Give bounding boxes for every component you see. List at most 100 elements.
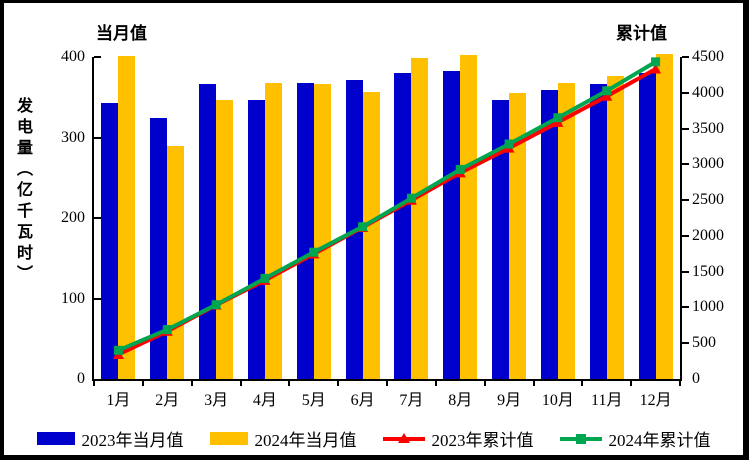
x-axis-tick-mark [190, 381, 193, 386]
x-axis-tick-mark [483, 381, 486, 386]
square-marker-2024年累计值-12月 [651, 57, 661, 67]
bar-2024年当月值-10月 [557, 82, 575, 379]
square-marker-2024年累计值-11月 [602, 86, 612, 96]
x-axis-tick-mark [386, 381, 388, 386]
bar-2023年当月值-8月 [443, 70, 461, 379]
right-axis-tick-mark [682, 199, 689, 202]
square-marker-2024年累计值-9月 [504, 139, 514, 149]
bar-2023年当月值-5月 [296, 82, 314, 379]
lines-layer [112, 57, 662, 359]
square-marker-2024年累计值-5月 [309, 247, 319, 257]
legend-label: 2023年累计值 [431, 430, 534, 450]
right-axis-tick-mark [682, 234, 689, 237]
right-axis-tick-label: 4500 [692, 48, 724, 65]
legend-triangle-marker-icon [397, 432, 410, 443]
square-marker-2024年累计值-1月 [113, 345, 123, 355]
right-axis-tick-mark [682, 306, 689, 309]
bar-2024年当月值-5月 [313, 84, 331, 379]
x-axis-tick-mark [581, 381, 584, 386]
legend-item: 2024年累计值 [559, 426, 711, 451]
bar-2024年当月值-9月 [509, 93, 527, 379]
bar-2023年当月值-7月 [394, 73, 412, 379]
triangle-marker-2023年累计值-12月 [650, 63, 662, 74]
right-axis-tick-mark [682, 56, 689, 58]
right-axis-tick-label: 4000 [692, 83, 724, 101]
bar-2024年当月值-4月 [264, 82, 282, 379]
bar-2024年当月值-7月 [411, 57, 429, 379]
line-2024年累计值 [117, 60, 657, 353]
bar-2024年当月值-8月 [460, 55, 478, 379]
y-axis-title: 发电量（亿千瓦时） [14, 97, 31, 286]
right-axis-tick-label: 2500 [692, 191, 724, 209]
legend-item: 2024年当月值 [209, 426, 357, 451]
x-axis-tick-mark [288, 381, 291, 386]
legend-item: 2023年累计值 [382, 426, 534, 451]
left-axis-tick-label: 0 [77, 370, 85, 387]
right-axis-tick-label: 3500 [692, 119, 724, 137]
bar-2024年当月值-12月 [655, 53, 673, 379]
left-axis-tick-label: 100 [61, 289, 85, 307]
legend-label: 2023年当月值 [81, 430, 184, 450]
right-axis-tick-label: 2000 [692, 226, 724, 244]
bar-2023年当月值-4月 [247, 100, 265, 379]
legend-item: 2023年当月值 [36, 426, 184, 451]
bar-2024年当月值-11月 [606, 76, 624, 379]
bar-2024年当月值-2月 [167, 145, 185, 379]
left-axis-tick-label: 200 [61, 209, 85, 226]
square-marker-2024年累计值-6月 [358, 222, 368, 232]
legend-swatch-bar-icon [209, 431, 248, 445]
x-axis-category-label: 12月 [639, 392, 672, 409]
left-axis-tick-mark [94, 297, 101, 300]
x-axis-category-label: 5月 [301, 392, 326, 409]
right-axis-tick-mark [682, 163, 689, 166]
right-axis-tick-mark [682, 342, 689, 345]
x-axis-tick-mark [434, 381, 437, 386]
bar-2023年当月值-9月 [492, 100, 510, 379]
x-axis-tick-mark [93, 381, 95, 386]
right-axis-tick-label: 500 [692, 334, 716, 352]
bar-2024年当月值-6月 [362, 92, 380, 379]
right-axis-tick-mark [682, 270, 689, 273]
legend-swatch-line-icon [559, 432, 602, 445]
legend-label: 2024年累计值 [608, 430, 711, 450]
square-marker-2024年累计值-8月 [455, 164, 465, 174]
legend-swatch-bar-icon [36, 431, 75, 445]
triangle-marker-2023年累计值-11月 [601, 90, 613, 101]
bar-2024年当月值-1月 [118, 56, 136, 379]
x-axis-category-label: 1月 [106, 392, 131, 409]
right-axis-tick-mark [682, 91, 689, 94]
left-axis-tick-label: 400 [61, 48, 85, 65]
bar-2023年当月值-10月 [540, 90, 558, 379]
left-axis-tick-mark [94, 56, 101, 58]
x-axis-tick-mark [679, 381, 681, 386]
x-axis-category-label: 6月 [350, 392, 375, 409]
bar-2023年当月值-2月 [150, 118, 168, 379]
legend-swatch-line-icon [382, 432, 425, 445]
right-axis-tick-label: 1500 [692, 262, 724, 280]
bar-2023年当月值-11月 [589, 84, 607, 379]
right-axis-tick-mark [682, 127, 689, 130]
x-axis-category-label: 10月 [541, 392, 574, 409]
bar-2023年当月值-12月 [638, 73, 656, 379]
square-marker-2024年累计值-10月 [553, 113, 563, 123]
square-marker-2024年累计值-7月 [406, 193, 416, 203]
legend-label: 2024年当月值 [254, 430, 357, 450]
plot-area [92, 53, 682, 381]
x-axis-tick-mark [239, 381, 242, 386]
right-axis-tick-label: 0 [692, 370, 700, 387]
square-marker-2024年累计值-3月 [211, 300, 221, 310]
x-axis-category-label: 11月 [591, 392, 623, 409]
legend: 2023年当月值 2024年当月值 2023年累计值 2024年累计值 [4, 426, 743, 450]
x-axis-category-label: 4月 [252, 392, 277, 409]
right-axis-tick-label: 3000 [692, 155, 724, 173]
left-axis-tick-mark [94, 136, 101, 139]
x-axis-category-label: 3月 [204, 392, 229, 409]
legend-square-marker-icon [575, 433, 586, 444]
bar-2023年当月值-1月 [101, 102, 119, 379]
square-marker-2024年累计值-4月 [260, 273, 270, 283]
right-axis-section-title: 累计值 [616, 24, 667, 43]
x-axis-tick-mark [532, 381, 535, 386]
x-axis-category-label: 7月 [399, 392, 424, 409]
x-axis-category-label: 9月 [497, 392, 522, 409]
